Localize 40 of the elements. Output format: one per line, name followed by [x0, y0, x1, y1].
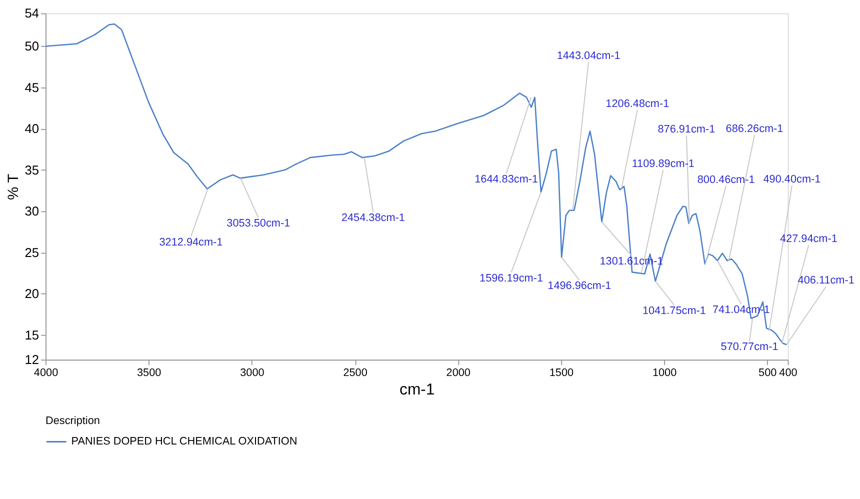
- y-tick-label: 30: [24, 204, 40, 219]
- annotation: 1206.48cm-1: [606, 98, 670, 110]
- y-tick-label: 40: [24, 121, 40, 136]
- y-tick-label: 35: [24, 162, 40, 178]
- y-axis-title: % T: [6, 174, 22, 200]
- x-axis-title: cm-1: [400, 382, 435, 399]
- annotation: 427.94cm-1: [780, 233, 838, 246]
- x-tick-label: 1500: [549, 366, 574, 379]
- x-tick-label: 500: [758, 366, 777, 379]
- annotation: 406.11cm-1: [798, 274, 854, 286]
- annotation: 1644.83cm-1: [474, 173, 538, 186]
- annotation: 1109.89cm-1: [632, 158, 694, 170]
- annotation: 1596.19cm-1: [480, 272, 544, 284]
- y-tick-label: 15: [24, 327, 40, 342]
- x-tick-label: 3000: [240, 366, 264, 379]
- legend-title: Description: [46, 414, 100, 427]
- annotation: 1041.75cm-1: [642, 304, 706, 317]
- annotation: 3053.50cm-1: [226, 218, 290, 230]
- x-tick-label: 400: [779, 366, 798, 379]
- x-tick-label: 2500: [343, 366, 368, 379]
- annotation: 1443.04cm-1: [556, 50, 620, 62]
- x-tick-label: 2000: [446, 366, 470, 379]
- annotation: 570.77cm-1: [720, 341, 778, 354]
- y-tick-label: 25: [24, 244, 40, 260]
- annotation: 800.46cm-1: [697, 174, 755, 186]
- y-tick-label: 12: [24, 352, 40, 368]
- annotation: 2454.38cm-1: [341, 212, 405, 224]
- x-tick-label: 3500: [137, 366, 162, 379]
- annotation: 490.40cm-1: [763, 173, 821, 186]
- annotation: 3212.94cm-1: [159, 236, 223, 248]
- y-tick-label: 54: [24, 6, 40, 21]
- x-tick-label: 4000: [34, 366, 58, 379]
- annotation: 686.26cm-1: [726, 122, 784, 135]
- y-tick-label: 20: [24, 286, 40, 302]
- y-tick-label: 50: [24, 38, 40, 54]
- annotation: 876.91cm-1: [658, 123, 716, 136]
- y-tick-label: 45: [24, 80, 40, 95]
- annotation: 1496.96cm-1: [548, 280, 612, 292]
- x-tick-label: 1000: [652, 366, 677, 379]
- legend-label: PANIES DOPED HCL CHEMICAL OXIDATION: [71, 436, 298, 448]
